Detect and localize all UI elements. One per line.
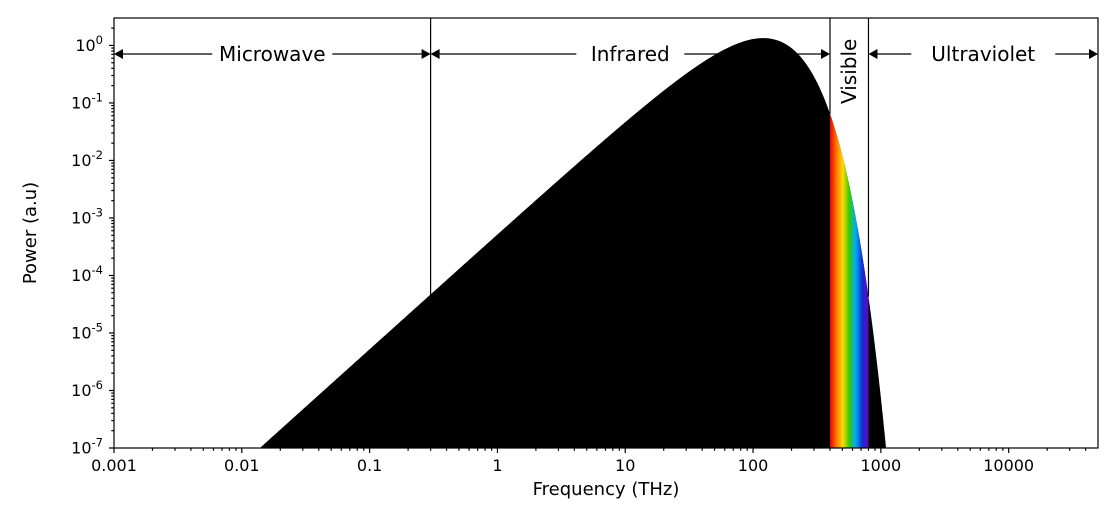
y-tick-label: 100 bbox=[75, 33, 103, 55]
x-tick-label: 10 bbox=[615, 456, 635, 475]
y-tick-label: 10-7 bbox=[71, 435, 103, 457]
band-label-ultraviolet: Ultraviolet bbox=[931, 42, 1035, 66]
y-tick-label: 10-4 bbox=[71, 263, 103, 285]
x-tick-label: 10000 bbox=[983, 456, 1034, 475]
x-axis: 0.001 0.01 0.1 1 10 100 1000 10000 Frequency (TH… bbox=[91, 448, 1086, 500]
y-tick-label: 10-1 bbox=[71, 90, 103, 112]
x-tick-label: 0.1 bbox=[357, 456, 382, 475]
x-axis-label: Frequency (THz) bbox=[533, 479, 680, 500]
y-axis-label: Power (a.u) bbox=[20, 182, 41, 284]
blackbody-spectrum-chart: 0.001 0.01 0.1 1 10 100 1000 10000 Frequency (TH… bbox=[0, 0, 1119, 532]
x-tick-label: 0.01 bbox=[224, 456, 260, 475]
chart-svg: 0.001 0.01 0.1 1 10 100 1000 10000 Frequency (TH… bbox=[0, 0, 1119, 532]
band-label-visible: Visible bbox=[837, 39, 861, 104]
x-tick-label: 0.001 bbox=[91, 456, 137, 475]
band-label-microwave: Microwave bbox=[219, 42, 326, 66]
x-tick-label: 1 bbox=[492, 456, 502, 475]
y-tick-label: 10-6 bbox=[71, 378, 103, 400]
y-axis: 10-7 10-6 10-5 10-4 10-3 10-2 10-1 100 Power (a.… bbox=[20, 28, 114, 457]
spectrum-fill bbox=[261, 18, 886, 448]
y-tick-label: 10-5 bbox=[71, 320, 103, 342]
y-tick-label: 10-3 bbox=[71, 205, 103, 227]
band-label-infrared: Infrared bbox=[591, 42, 670, 66]
y-tick-label: 10-2 bbox=[71, 148, 103, 170]
x-tick-label: 1000 bbox=[860, 456, 901, 475]
x-tick-label: 100 bbox=[738, 456, 769, 475]
